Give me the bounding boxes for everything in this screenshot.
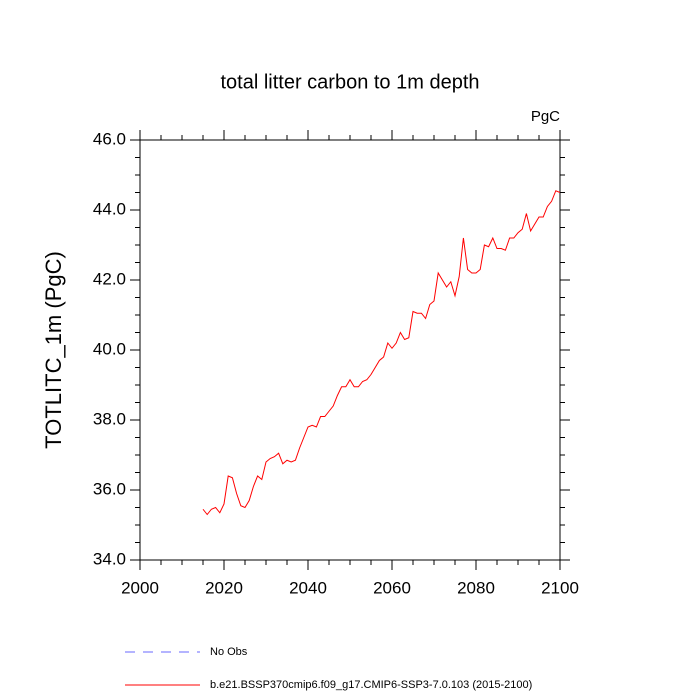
x-tick-label: 2020 — [205, 578, 243, 597]
y-tick-label: 36.0 — [93, 479, 126, 498]
plot-frame — [139, 139, 561, 561]
y-axis-label: TOTLITC_1m (PgC) — [41, 251, 66, 449]
x-tick-label: 2040 — [289, 578, 327, 597]
units-label: PgC — [531, 108, 560, 125]
x-tick-label: 2060 — [373, 578, 411, 597]
y-tick-label: 44.0 — [93, 199, 126, 218]
legend-label: b.e21.BSSP370cmip6.f09_g17.CMIP6-SSP3-7.… — [210, 679, 532, 691]
y-tick-label: 38.0 — [93, 409, 126, 428]
x-tick-label: 2080 — [457, 578, 495, 597]
legend-label: No Obs — [210, 646, 248, 658]
y-tick-label: 40.0 — [93, 339, 126, 358]
y-tick-label: 46.0 — [93, 129, 126, 148]
x-tick-label: 2100 — [541, 578, 579, 597]
y-tick-label: 34.0 — [93, 549, 126, 568]
chart-title: total litter carbon to 1m depth — [220, 71, 479, 93]
data-line — [202, 190, 561, 516]
x-tick-label: 2000 — [121, 578, 159, 597]
y-tick-label: 42.0 — [93, 269, 126, 288]
